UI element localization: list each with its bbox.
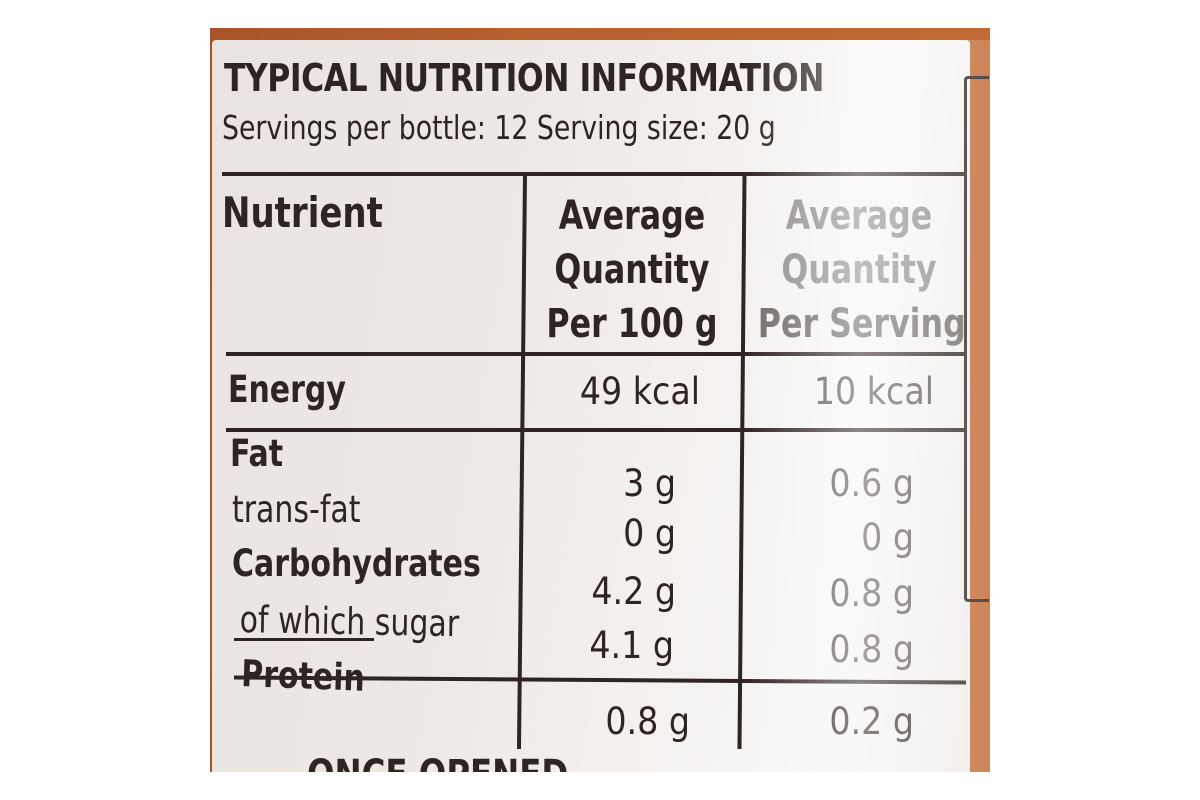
row-sugar-per100: 4.1 g <box>589 624 674 667</box>
row-transfat-perserving: 0 g <box>861 516 914 559</box>
row-transfat-name: trans-fat <box>232 488 361 531</box>
row-carbs-perserving: 0.8 g <box>829 572 914 615</box>
row-carbs-per100: 4.2 g <box>591 570 676 613</box>
row-energy-per100: 49 kcal <box>579 370 700 413</box>
servings-info: Servings per bottle: 12 Serving size: 20… <box>222 108 776 147</box>
bottle-photo: TYPICAL NUTRITION INFORMATION Servings p… <box>210 28 990 772</box>
header-nutrient: Nutrient <box>222 188 383 237</box>
row-transfat-per100: 0 g <box>623 512 676 555</box>
row-energy-name: Energy <box>228 368 346 411</box>
header-perserving-line3: Per Serving <box>757 301 966 347</box>
footer-partial-text: ONCE OPENED <box>307 752 568 772</box>
rule-top <box>222 172 966 176</box>
row-protein-name: Protein <box>240 652 366 700</box>
row-fat-name: Fat <box>230 432 284 475</box>
header-perserving-line1: Average <box>785 193 933 239</box>
row-sugar-perserving: 0.8 g <box>829 628 914 671</box>
row-fat-perserving: 0.6 g <box>829 462 914 505</box>
header-per100-line2: Quantity <box>554 247 710 293</box>
row-carbs-name: Carbohydrates <box>232 542 481 585</box>
adjacent-panel-border <box>964 76 989 602</box>
row-protein-per100: 0.8 g <box>605 700 690 743</box>
header-per100-line3: Per 100 g <box>546 301 718 347</box>
row-protein-perserving: 0.2 g <box>829 700 914 743</box>
row-sugar-name: of which sugar <box>239 598 460 646</box>
label-title: TYPICAL NUTRITION INFORMATION <box>224 56 825 100</box>
row-energy-perserving: 10 kcal <box>813 370 934 413</box>
header-perserving-line2: Quantity <box>781 247 937 293</box>
rule-carb-section <box>234 638 374 641</box>
nutrition-label: TYPICAL NUTRITION INFORMATION Servings p… <box>212 40 990 772</box>
rule-energy <box>226 428 966 432</box>
header-per100-line1: Average <box>558 193 706 239</box>
row-fat-per100: 3 g <box>623 462 676 505</box>
rule-header <box>226 352 966 356</box>
